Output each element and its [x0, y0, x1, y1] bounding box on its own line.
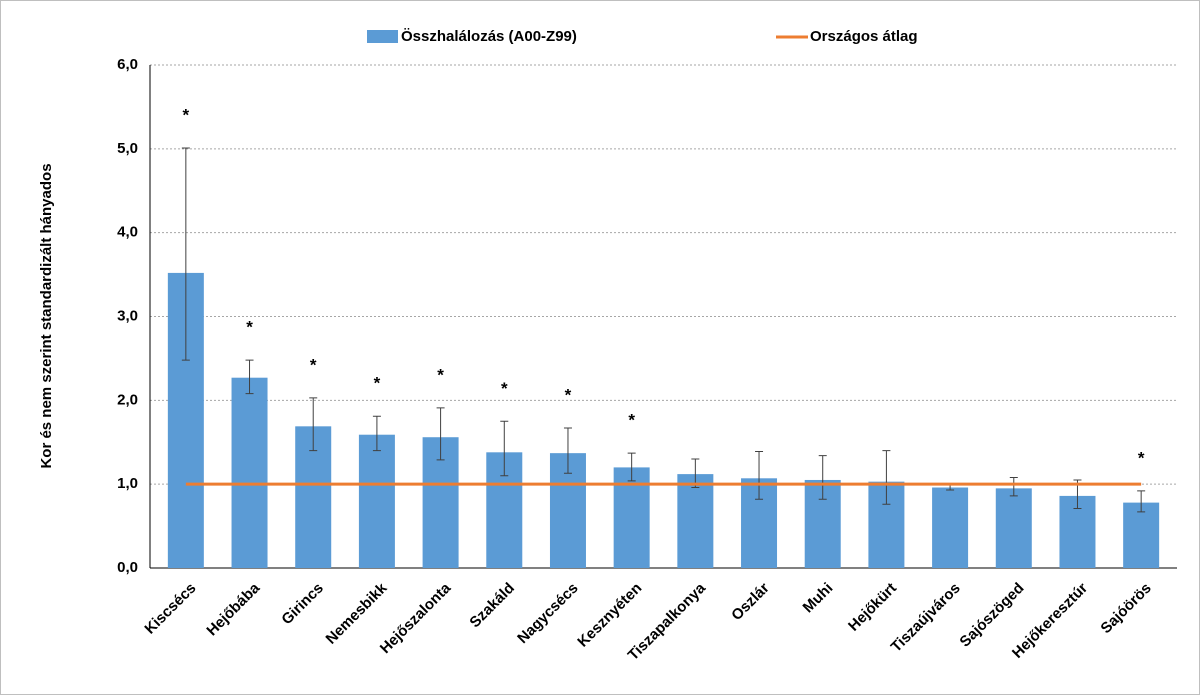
significance-marker: * — [183, 105, 190, 124]
error-bar — [436, 407, 445, 461]
bar — [995, 488, 1032, 568]
legend-label: Összhalálozás (A00-Z99) — [401, 28, 577, 45]
bar — [358, 434, 395, 568]
significance-marker: * — [1138, 448, 1145, 467]
y-tick-label: 6,0 — [117, 56, 138, 73]
error-bar — [882, 450, 891, 505]
bar — [932, 487, 969, 568]
y-tick-label: 3,0 — [117, 307, 138, 324]
error-bar — [563, 427, 572, 474]
significance-marker: * — [374, 374, 381, 393]
bar — [1123, 502, 1160, 568]
significance-marker: * — [310, 355, 317, 374]
error-bar — [181, 147, 190, 361]
significance-marker: * — [437, 365, 444, 384]
error-bar — [818, 455, 827, 500]
y-tick-label: 4,0 — [117, 224, 138, 241]
bar — [677, 474, 714, 568]
legend-label: Országos átlag — [810, 28, 918, 45]
y-tick-label: 2,0 — [117, 391, 138, 408]
y-axis-title: Kor és nem szerint standardizált hányado… — [38, 163, 55, 468]
error-bar — [755, 450, 764, 500]
error-bar — [245, 359, 254, 395]
significance-marker: * — [501, 379, 508, 398]
significance-marker: * — [246, 318, 253, 337]
bar — [613, 467, 650, 568]
y-tick-label: 5,0 — [117, 140, 138, 157]
bar — [231, 377, 268, 568]
legend-swatch — [367, 30, 398, 43]
error-bar — [1009, 476, 1018, 497]
error-bar — [372, 415, 381, 452]
error-bar — [309, 397, 318, 452]
significance-marker: * — [628, 411, 635, 430]
error-bar — [1137, 490, 1146, 513]
error-bar — [627, 452, 636, 482]
significance-marker: * — [565, 385, 572, 404]
y-tick-label: 1,0 — [117, 475, 138, 492]
y-tick-label: 0,0 — [117, 559, 138, 576]
error-bar — [500, 420, 509, 477]
